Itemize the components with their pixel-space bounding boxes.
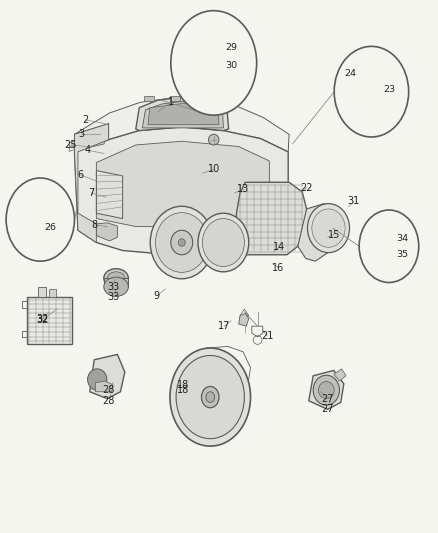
- Text: 33: 33: [107, 293, 119, 302]
- Circle shape: [170, 348, 251, 446]
- Text: 22: 22: [300, 183, 313, 192]
- Text: 15: 15: [328, 230, 340, 239]
- Polygon shape: [49, 289, 56, 297]
- Polygon shape: [74, 124, 109, 243]
- Text: 7: 7: [88, 188, 94, 198]
- Text: 3: 3: [78, 130, 84, 139]
- Ellipse shape: [371, 226, 399, 266]
- Polygon shape: [74, 127, 288, 253]
- Polygon shape: [196, 96, 207, 101]
- Circle shape: [334, 46, 409, 137]
- Ellipse shape: [307, 204, 350, 253]
- Ellipse shape: [202, 219, 244, 266]
- Circle shape: [176, 356, 244, 439]
- Ellipse shape: [171, 230, 193, 255]
- Text: 34: 34: [396, 235, 408, 243]
- Text: 16: 16: [272, 263, 285, 272]
- Text: 31: 31: [348, 197, 360, 206]
- Text: 32: 32: [37, 314, 49, 324]
- Text: 32: 32: [37, 315, 49, 325]
- Polygon shape: [90, 354, 125, 399]
- Text: 35: 35: [396, 251, 408, 259]
- Ellipse shape: [88, 369, 107, 390]
- Polygon shape: [236, 182, 307, 255]
- Text: 13: 13: [237, 184, 250, 194]
- Polygon shape: [334, 369, 346, 381]
- Polygon shape: [170, 96, 180, 101]
- Ellipse shape: [150, 206, 213, 279]
- Polygon shape: [214, 49, 223, 54]
- Text: 2: 2: [82, 115, 88, 125]
- Polygon shape: [74, 97, 289, 152]
- Text: 30: 30: [225, 61, 237, 69]
- Text: 9: 9: [154, 291, 160, 301]
- Ellipse shape: [104, 277, 128, 296]
- Polygon shape: [356, 107, 363, 110]
- Text: 24: 24: [344, 69, 357, 78]
- Polygon shape: [77, 134, 104, 150]
- Polygon shape: [104, 278, 128, 287]
- Ellipse shape: [313, 375, 339, 405]
- Ellipse shape: [104, 269, 128, 288]
- Polygon shape: [148, 103, 219, 125]
- Polygon shape: [28, 236, 36, 240]
- Text: 23: 23: [383, 85, 395, 94]
- Text: 27: 27: [321, 405, 334, 414]
- Polygon shape: [95, 381, 113, 392]
- Circle shape: [359, 210, 419, 282]
- Text: 28: 28: [102, 396, 115, 406]
- Text: 18: 18: [177, 380, 189, 390]
- Ellipse shape: [376, 232, 395, 260]
- Text: 28: 28: [102, 385, 115, 395]
- Ellipse shape: [178, 239, 185, 246]
- Circle shape: [171, 11, 257, 115]
- Polygon shape: [214, 52, 223, 71]
- Text: 27: 27: [321, 394, 334, 403]
- Polygon shape: [192, 44, 214, 76]
- Text: 1: 1: [168, 98, 174, 107]
- Text: 29: 29: [225, 44, 237, 52]
- Text: 21: 21: [261, 331, 273, 341]
- Text: 26: 26: [44, 223, 56, 231]
- Text: 33: 33: [107, 282, 119, 292]
- Ellipse shape: [381, 240, 390, 253]
- Polygon shape: [96, 171, 123, 219]
- Polygon shape: [298, 204, 335, 261]
- Text: 4: 4: [85, 146, 91, 155]
- Polygon shape: [200, 76, 208, 80]
- Polygon shape: [239, 313, 249, 326]
- Polygon shape: [136, 97, 229, 131]
- Polygon shape: [309, 370, 344, 409]
- Polygon shape: [218, 96, 229, 101]
- Text: 17: 17: [218, 321, 230, 331]
- Circle shape: [201, 386, 219, 408]
- Ellipse shape: [312, 209, 345, 247]
- Text: 10: 10: [208, 165, 220, 174]
- Circle shape: [6, 178, 74, 261]
- Polygon shape: [27, 297, 72, 344]
- Polygon shape: [354, 76, 367, 107]
- Ellipse shape: [208, 134, 219, 145]
- Polygon shape: [144, 96, 154, 101]
- Polygon shape: [38, 287, 46, 297]
- Text: 8: 8: [91, 220, 97, 230]
- Polygon shape: [96, 141, 269, 227]
- Text: 18: 18: [177, 385, 189, 395]
- Polygon shape: [74, 124, 109, 152]
- Ellipse shape: [198, 213, 249, 272]
- Text: 6: 6: [77, 170, 83, 180]
- Ellipse shape: [318, 382, 334, 399]
- Circle shape: [206, 392, 215, 402]
- Text: 14: 14: [273, 243, 286, 252]
- Text: 25: 25: [65, 140, 77, 150]
- Polygon shape: [96, 223, 117, 241]
- Polygon shape: [142, 101, 223, 128]
- Polygon shape: [23, 203, 45, 236]
- Ellipse shape: [107, 272, 125, 285]
- Ellipse shape: [155, 213, 208, 272]
